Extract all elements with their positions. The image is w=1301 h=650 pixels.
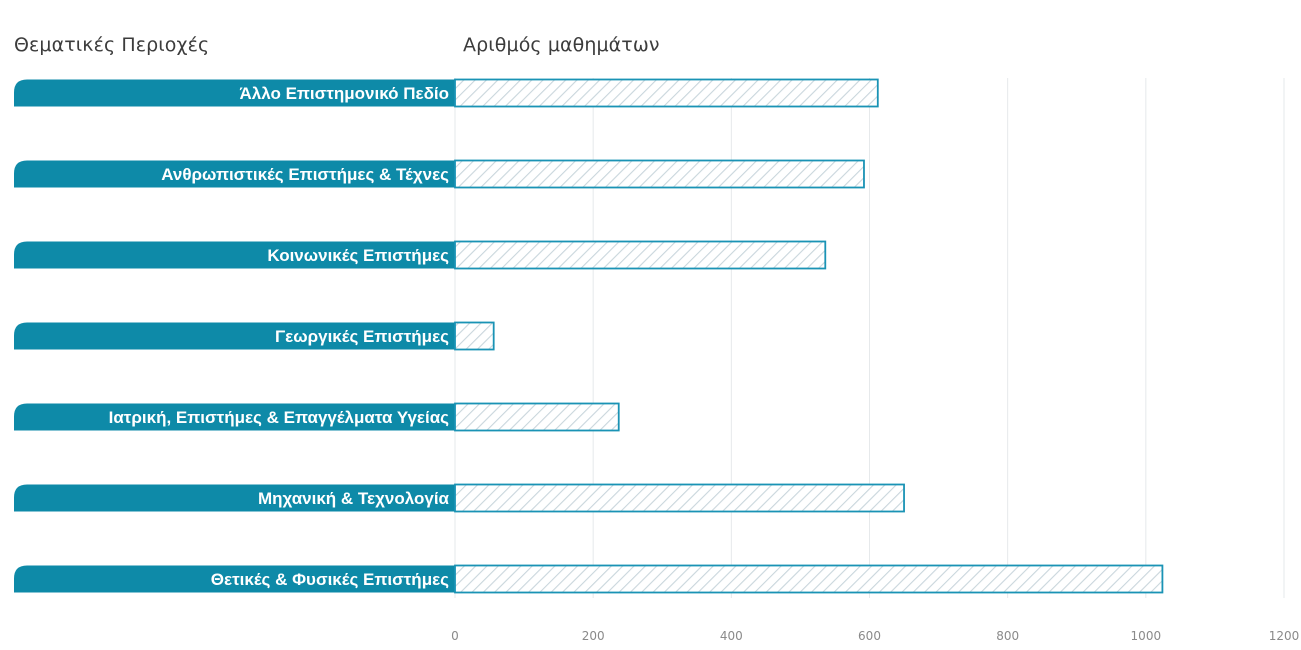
- category-band: [14, 484, 455, 512]
- bar: [454, 321, 495, 351]
- category-label: Κοινωνικές Επιστήμες: [267, 246, 449, 265]
- category-axis-header: Θεματικές Περιοχές: [14, 34, 210, 56]
- x-tick-label: 1200: [1269, 629, 1300, 643]
- x-tick-label: 600: [858, 629, 881, 643]
- category-label: Ιατρική, Επιστήμες & Επαγγέλματα Υγείας: [109, 408, 450, 427]
- label-band-layer: Άλλο Επιστημονικό Πεδίο Ανθρωπιστικές Επι…: [14, 79, 455, 593]
- category-band: [14, 403, 455, 431]
- bar: [454, 402, 620, 432]
- category-band: [14, 160, 455, 188]
- x-axis: 0 200 400 600 800 1000 1200: [451, 629, 1299, 643]
- x-tick-label: 1000: [1131, 629, 1162, 643]
- category-band: [14, 565, 455, 593]
- x-tick-label: 400: [720, 629, 743, 643]
- bar-layer: [454, 78, 1164, 594]
- category-label: Άλλο Επιστημονικό Πεδίο: [239, 84, 449, 103]
- x-tick-label: 200: [582, 629, 605, 643]
- category-label: Γεωργικές Επιστήμες: [275, 327, 449, 346]
- bar: [454, 483, 905, 513]
- bar: [454, 564, 1164, 594]
- value-axis-header: Αριθμός μαθημάτων: [463, 34, 660, 56]
- bar: [454, 78, 879, 108]
- bar: [454, 240, 827, 270]
- category-label: Μηχανική & Τεχνολογία: [258, 489, 450, 508]
- x-tick-label: 800: [996, 629, 1019, 643]
- category-band: [14, 79, 455, 107]
- category-label: Θετικές & Φυσικές Επιστήμες: [211, 570, 449, 589]
- grid-layer: [454, 78, 1285, 598]
- category-band: [14, 322, 455, 350]
- category-label: Ανθρωπιστικές Επιστήμες & Τέχνες: [161, 165, 449, 184]
- category-band: [14, 241, 455, 269]
- bar: [454, 159, 865, 189]
- x-tick-label: 0: [451, 629, 459, 643]
